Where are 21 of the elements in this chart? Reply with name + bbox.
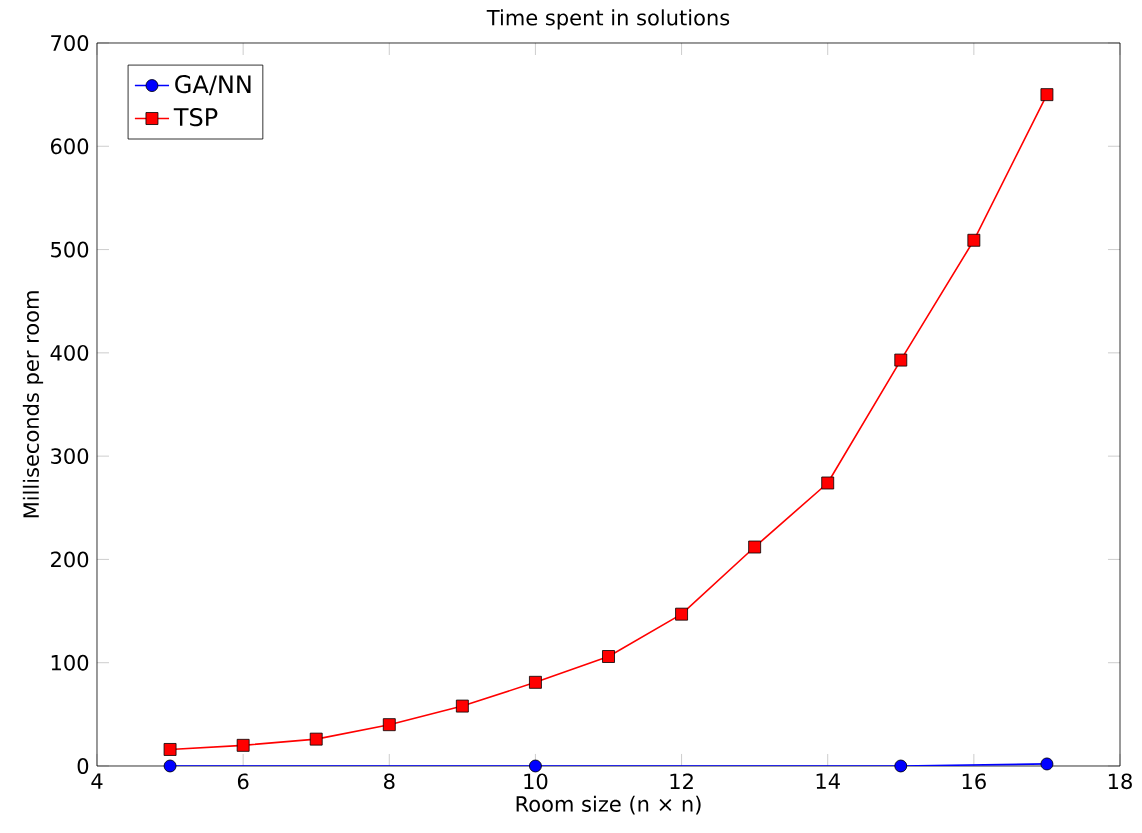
x-tick-label: 8 xyxy=(384,773,395,790)
x-tick-label: 6 xyxy=(237,773,249,790)
x-tick-label: 12 xyxy=(670,773,693,789)
y-tick-label: 100 xyxy=(51,654,89,671)
y-tick-label: 200 xyxy=(51,551,89,568)
x-tick-label: 4 xyxy=(91,773,103,789)
x-axis-title: Room size (n × n) xyxy=(516,795,701,815)
y-tick-label: 300 xyxy=(51,448,89,465)
x-tick-label: 18 xyxy=(1108,773,1132,790)
chart-title: Time spent in solutions xyxy=(486,9,730,30)
legend-label: GA/NN xyxy=(175,75,251,96)
y-tick-label: 600 xyxy=(50,138,89,155)
x-tick-label: 14 xyxy=(816,773,840,789)
legend-label: TSP xyxy=(173,108,218,127)
y-tick-label: 400 xyxy=(50,344,89,361)
y-tick-label: 700 xyxy=(51,35,89,51)
x-tick-label: 16 xyxy=(962,773,986,790)
y-tick-label: 500 xyxy=(51,241,89,258)
x-tick-label: 10 xyxy=(524,773,548,790)
y-tick-label: 0 xyxy=(77,758,89,774)
y-axis-title: Milliseconds per room xyxy=(22,291,44,518)
